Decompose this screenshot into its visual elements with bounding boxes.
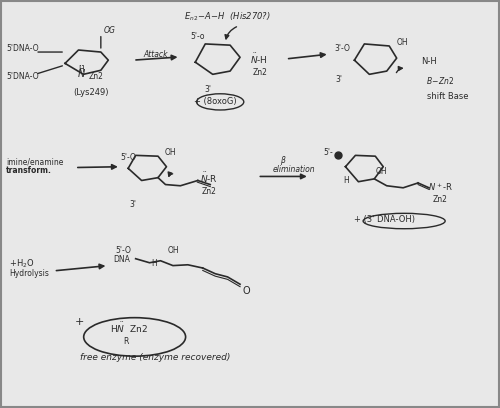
Text: 5'-o: 5'-o [190,32,205,41]
Text: OH: OH [376,166,387,175]
Text: R: R [123,337,128,346]
Text: Zn2: Zn2 [88,72,104,81]
Text: OH: OH [164,148,176,157]
Text: Zn2: Zn2 [202,187,216,196]
Text: O: O [242,286,250,296]
Text: OG: OG [104,26,115,35]
Text: H$\ddot{N}$  Zn2: H$\ddot{N}$ Zn2 [110,321,148,335]
Text: shift Base: shift Base [426,93,468,102]
Text: 3': 3' [130,200,136,209]
Text: $\beta$: $\beta$ [280,155,286,167]
Text: $B\!-\!Zn2$: $B\!-\!Zn2$ [426,75,454,86]
Text: Zn2: Zn2 [433,195,448,204]
Text: 3': 3' [204,85,212,94]
Text: H: H [152,259,158,268]
Text: 3'-O: 3'-O [334,44,350,53]
Text: H: H [78,65,84,74]
Text: 3': 3' [336,75,342,84]
Text: +: + [75,317,85,327]
Text: (Lys249): (Lys249) [74,89,109,98]
Text: N-H: N-H [422,57,438,66]
Text: Zn2: Zn2 [252,68,268,77]
Text: 5'-O: 5'-O [120,153,136,162]
Text: free enzyme (enzyme recovered): free enzyme (enzyme recovered) [80,353,231,362]
Text: imine/enamine: imine/enamine [6,157,64,166]
Text: $E_{n2}\!-\!A\!-\!H$  (His270?): $E_{n2}\!-\!A\!-\!H$ (His270?) [184,11,271,23]
Text: $N^+$-R: $N^+$-R [428,181,453,193]
Text: 5'DNA-O: 5'DNA-O [6,72,39,81]
Text: OH: OH [396,38,408,47]
Text: $\ddot{N}$-H: $\ddot{N}$-H [250,52,268,66]
Text: transform.: transform. [6,166,52,175]
Text: Attack: Attack [143,50,168,59]
Text: 5'DNA-O: 5'DNA-O [6,44,39,53]
Text: 5'-: 5'- [324,149,334,157]
Text: $\ddot{N}$-R: $\ddot{N}$-R [200,171,218,184]
Text: Hydrolysis: Hydrolysis [9,269,48,278]
Text: + (3' DNA-OH): + (3' DNA-OH) [354,215,416,224]
Text: $\ddot{N}$: $\ddot{N}$ [78,65,86,80]
Text: H: H [344,176,349,185]
Text: + (8oxoG): + (8oxoG) [194,97,237,106]
Text: +H$_2$O: +H$_2$O [9,258,34,271]
Text: elimination: elimination [272,165,315,174]
Text: DNA: DNA [114,255,130,264]
Text: OH: OH [168,246,179,255]
Text: 5'-O: 5'-O [116,246,132,255]
